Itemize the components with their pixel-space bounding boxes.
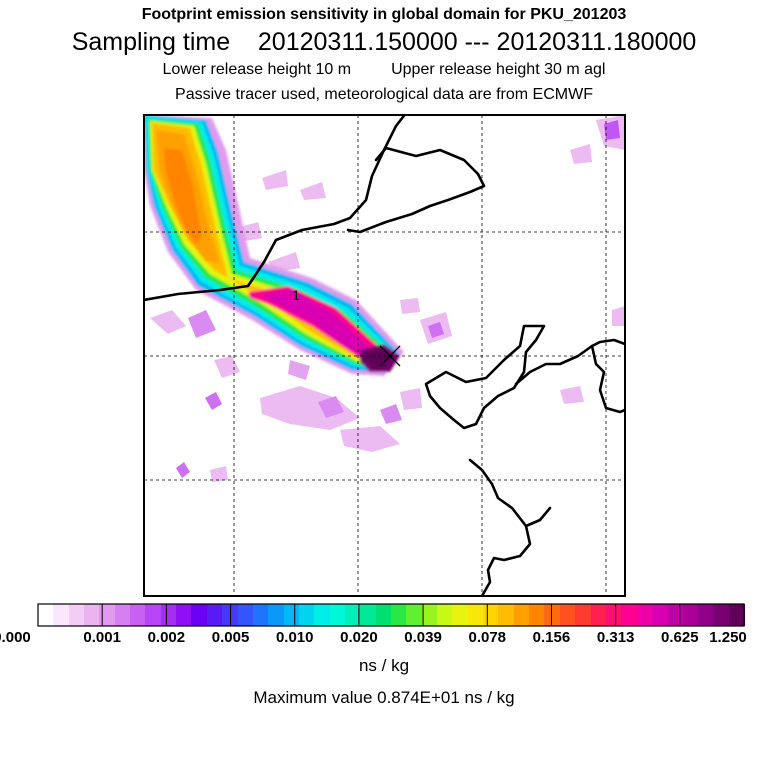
footprint-map: 1 xyxy=(143,114,626,597)
colorbar-cell xyxy=(176,604,193,626)
colorbar-tick-label: 0.039 xyxy=(404,629,442,646)
footprint-plume xyxy=(144,115,404,376)
colorbar-cell xyxy=(498,604,515,626)
colorbar-cell xyxy=(636,604,653,626)
colorbar-tick-label: 0.156 xyxy=(532,629,571,646)
colorbar-cell xyxy=(99,604,116,626)
upper-release-height: Upper release height 30 m agl xyxy=(391,61,606,78)
colorbar-cell xyxy=(575,604,592,626)
colorbar-cell xyxy=(559,604,576,626)
release-marker-label: 1 xyxy=(292,287,300,303)
colorbar-cell xyxy=(222,604,239,626)
colorbar-cell xyxy=(452,604,469,626)
release-heights: Lower release height 10 m Upper release h… xyxy=(0,61,768,79)
colorbar-cell xyxy=(437,604,453,626)
units-label: ns / kg xyxy=(358,656,410,675)
colorbar-tick-label: 0.001 xyxy=(83,629,121,646)
colorbar-cell xyxy=(314,604,331,626)
colorbar-cell xyxy=(651,604,668,626)
colorbar-cell xyxy=(53,604,70,626)
colorbar-cell xyxy=(697,604,714,626)
colorbar-cell xyxy=(252,604,269,626)
sampling-end: 20120311.180000 xyxy=(496,28,697,56)
colorbar-cell xyxy=(283,604,300,626)
colorbar-cell xyxy=(406,604,423,626)
colorbar xyxy=(38,604,745,626)
colorbar-cell xyxy=(68,604,85,626)
sampling-label: Sampling time xyxy=(71,28,231,56)
colorbar-cell xyxy=(344,604,361,626)
colorbar-tick-label: 1.250 xyxy=(709,629,747,646)
colorbar-tick-label: 0.020 xyxy=(340,629,378,646)
sampling-separator: --- xyxy=(464,28,490,56)
colorbar-cell xyxy=(421,604,438,626)
colorbar-cell xyxy=(621,604,638,626)
colorbar-tick-label: 0.002 xyxy=(147,629,186,646)
colorbar-cell xyxy=(160,604,177,626)
colorbar-cell xyxy=(268,604,285,626)
coastlines xyxy=(144,115,625,596)
plot-title: Footprint emission sensitivity in global… xyxy=(141,6,627,23)
colorbar-cell xyxy=(38,604,54,626)
colorbar-tick-label: 0.625 xyxy=(661,629,699,646)
colorbar-cell xyxy=(145,604,162,626)
colorbar-cell xyxy=(329,604,346,626)
colorbar-cell xyxy=(713,604,730,626)
grid-lines xyxy=(144,115,625,596)
colorbar-cell xyxy=(544,604,561,626)
colorbar-cell xyxy=(360,604,377,626)
low-sensitivity-patches xyxy=(150,115,625,482)
colorbar-cell xyxy=(513,604,530,626)
map-frame xyxy=(143,114,626,597)
colorbar-cell xyxy=(529,604,546,626)
colorbar-cell xyxy=(375,604,392,626)
tracer-note: Passive tracer used, meteorological data… xyxy=(175,86,593,103)
maximum-value: Maximum value 0.874E+01 ns / kg xyxy=(253,688,515,707)
colorbar-cell xyxy=(483,604,500,626)
colorbar-cell xyxy=(605,604,622,626)
sampling-start: 20120311.150000 xyxy=(257,28,458,56)
sampling-time: Sampling time 20120311.150000 --- 201203… xyxy=(0,28,768,57)
colorbar-cell xyxy=(298,604,315,626)
colorbar-cell xyxy=(728,604,745,626)
colorbar-cell xyxy=(590,604,607,626)
colorbar-tick-label: 0.313 xyxy=(596,629,635,646)
colorbar-cell xyxy=(191,604,208,626)
colorbar-tick-label: 0.010 xyxy=(275,629,314,646)
lower-release-height: Lower release height 10 m xyxy=(162,61,352,78)
release-site-marker xyxy=(379,345,401,367)
colorbar-cell xyxy=(667,604,684,626)
colorbar-tick-label: 0.000 xyxy=(0,629,31,646)
colorbar-tick-label: 0.078 xyxy=(468,629,507,646)
colorbar-cell xyxy=(467,604,484,626)
colorbar-cell xyxy=(114,604,131,626)
colorbar-cell xyxy=(130,604,147,626)
colorbar-cell xyxy=(237,604,254,626)
colorbar-cell xyxy=(391,604,407,626)
colorbar-cell xyxy=(84,604,100,626)
colorbar-tick-label: 0.005 xyxy=(211,629,250,646)
colorbar-cell xyxy=(206,604,223,626)
colorbar-cell xyxy=(682,604,699,626)
